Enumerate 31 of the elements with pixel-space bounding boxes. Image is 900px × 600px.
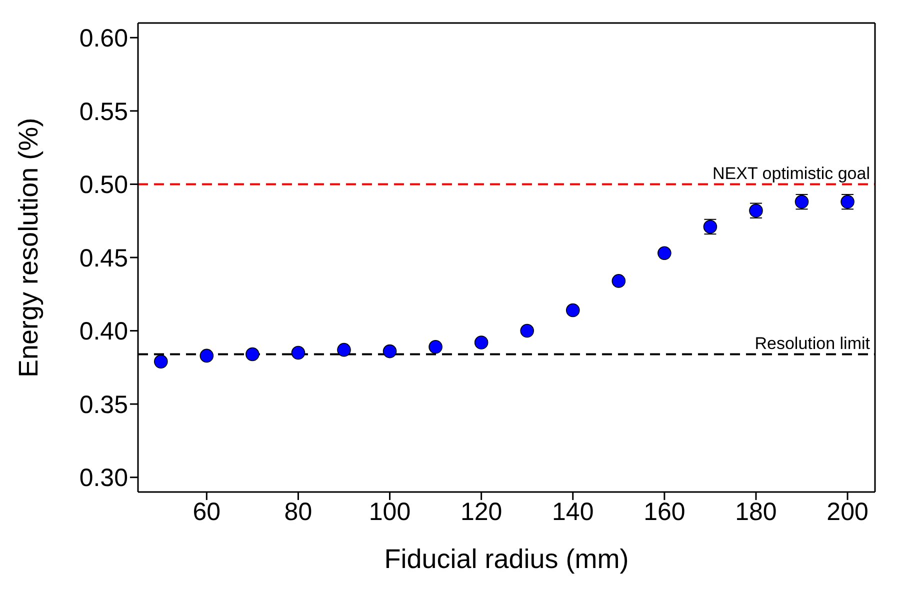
point bbox=[382, 344, 397, 358]
x-tick-label: 60 bbox=[192, 498, 221, 526]
x-tick-label: 100 bbox=[368, 498, 411, 526]
y-axis-title: Energy resolution (%) bbox=[14, 118, 44, 378]
y-tick-label: 0.60 bbox=[79, 24, 128, 53]
y-tick-label: 0.55 bbox=[79, 98, 128, 126]
x-tick-label: 140 bbox=[552, 498, 594, 526]
point bbox=[612, 274, 626, 288]
x-tick-label: 180 bbox=[735, 498, 777, 526]
y-tick-label: 0.35 bbox=[79, 390, 128, 419]
point bbox=[658, 246, 672, 260]
x-tick-label: 80 bbox=[284, 498, 312, 526]
point bbox=[337, 342, 351, 357]
y-tick-label: 0.50 bbox=[79, 171, 128, 200]
point bbox=[474, 336, 488, 350]
x-tick-label: 200 bbox=[826, 498, 868, 526]
x-axis-title: Fiducial radius (mm) bbox=[384, 544, 629, 574]
x-tick-label: 120 bbox=[460, 498, 502, 526]
point bbox=[566, 303, 580, 318]
y-tick-label: 0.45 bbox=[79, 244, 128, 272]
x-tick-label: 160 bbox=[644, 498, 686, 526]
point bbox=[246, 347, 260, 362]
point bbox=[520, 324, 534, 338]
point bbox=[291, 346, 306, 360]
ref-line-label: NEXT optimistic goal bbox=[712, 164, 870, 184]
point bbox=[200, 348, 214, 363]
point bbox=[154, 354, 168, 368]
y-tick-label: 0.30 bbox=[79, 464, 128, 492]
ref-line-label: Resolution limit bbox=[754, 334, 870, 354]
y-tick-label: 0.40 bbox=[79, 318, 128, 346]
point bbox=[428, 340, 442, 354]
